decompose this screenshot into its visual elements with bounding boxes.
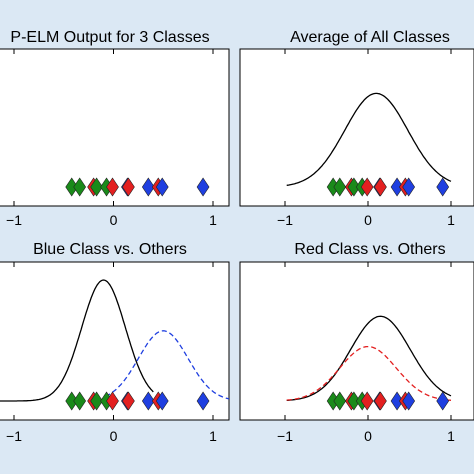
green-diamond-point [90, 177, 103, 197]
x-tick-label: 1 [447, 212, 455, 228]
dashed-curve [105, 330, 229, 400]
blue-diamond-point [141, 177, 155, 197]
red-diamond-point [106, 391, 119, 411]
red-diamond-point [360, 391, 374, 411]
green-diamond-point [90, 391, 103, 411]
solid-curve [286, 92, 452, 187]
red-diamond-point [360, 177, 374, 197]
x-tick-label: 0 [364, 428, 372, 444]
red-diamond-point [106, 177, 119, 197]
blue-diamond-point [196, 177, 210, 197]
blue-diamond-point [155, 391, 169, 411]
x-tick-label: 1 [447, 428, 455, 444]
x-tick-label: 0 [364, 212, 372, 228]
x-tick-label: 0 [110, 428, 118, 444]
plot-area [239, 261, 474, 421]
blue-diamond-point [155, 177, 169, 197]
plot-area [0, 261, 230, 421]
red-diamond-point [122, 177, 135, 197]
panel-title: Average of All Classes [290, 29, 450, 46]
panel-title: Red Class vs. Others [294, 241, 445, 258]
red-diamond-point [122, 391, 135, 411]
x-tick-label: 0 [110, 212, 118, 228]
blue-diamond-point [402, 177, 416, 197]
x-tick-label: 1 [209, 212, 217, 228]
green-diamond-point [73, 391, 87, 411]
x-tick-label: −1 [6, 212, 22, 228]
panel-3: Blue Class vs. Others −1 0 1 [0, 241, 230, 444]
x-tick-label: −1 [6, 428, 22, 444]
red-diamond-point [374, 177, 387, 197]
x-tick-label: −1 [277, 212, 293, 228]
panel-title: P-ELM Output for 3 Classes [10, 29, 209, 46]
green-diamond-point [333, 391, 347, 411]
panel-1: P-ELM Output for 3 Classes −1 0 1 [0, 29, 230, 228]
blue-diamond-point [436, 391, 450, 411]
panel-4: Red Class vs. Others −1 0 1 [239, 241, 474, 444]
x-tick-label: 1 [209, 428, 217, 444]
solid-curve [286, 315, 452, 402]
blue-diamond-point [196, 391, 210, 411]
blue-diamond-point [436, 177, 450, 197]
blue-diamond-point [141, 391, 155, 411]
blue-diamond-point [402, 391, 416, 411]
panel-2: Average of All Classes −1 0 1 [239, 29, 474, 228]
green-diamond-point [333, 177, 347, 197]
red-diamond-point [374, 391, 387, 411]
plot-area [239, 48, 474, 207]
dashed-curve [286, 345, 452, 401]
x-tick-label: −1 [277, 428, 293, 444]
green-diamond-point [73, 177, 87, 197]
plot-area [0, 48, 230, 207]
solid-curve [0, 279, 154, 402]
panel-title: Blue Class vs. Others [33, 241, 187, 258]
